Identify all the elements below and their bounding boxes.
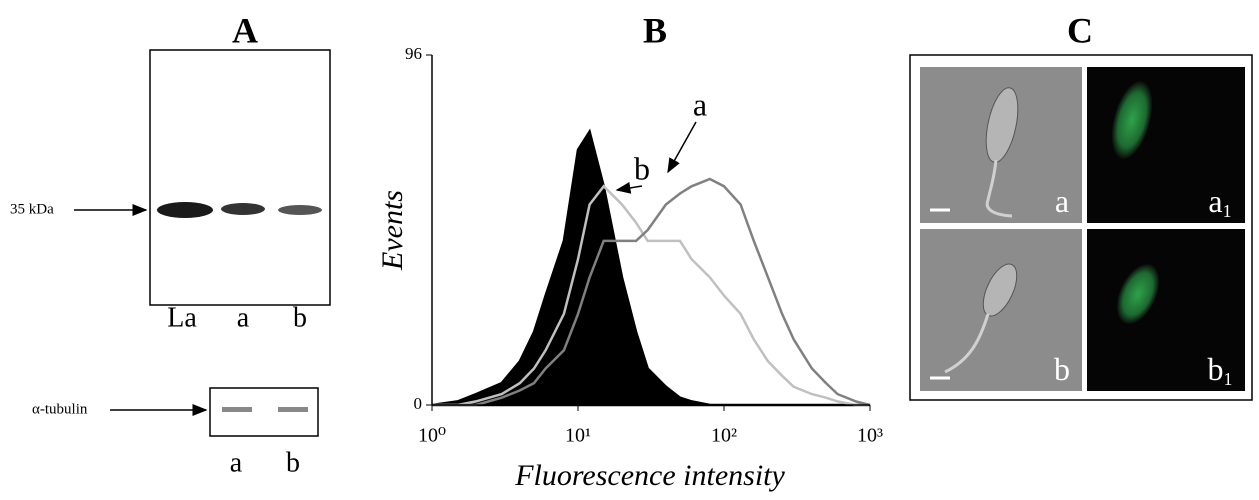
image-label: a (1055, 183, 1069, 219)
area (431, 128, 870, 407)
annotation: a (693, 86, 707, 122)
image-label: b1 (1208, 351, 1233, 389)
y-tick-label: 96 (405, 44, 422, 63)
panel-title: A (232, 10, 258, 50)
x-axis-label: Fluorescence intensity (514, 459, 785, 492)
band (278, 205, 322, 215)
panel-title: C (1067, 10, 1093, 50)
lane-label: b (286, 447, 300, 478)
fluorescence (1111, 81, 1153, 159)
image-label-letter: b (1208, 351, 1224, 387)
x-tick-label: 10⁰ (418, 425, 446, 447)
image-label-subscript: 1 (1224, 369, 1233, 389)
image-label-letter: a (1055, 183, 1069, 219)
line (432, 177, 871, 407)
y-tick-label: 0 (414, 394, 423, 413)
marker-label: α-tubulin (32, 401, 88, 417)
line (432, 184, 870, 407)
panel-title: B (643, 10, 667, 50)
image-label: b (1054, 351, 1070, 387)
fluorescence-image (1087, 229, 1245, 391)
plot: 0 96 10⁰ 10¹ 10² 10³ b a (405, 44, 883, 447)
image-label-letter: a (1208, 183, 1222, 219)
lane-label: a (230, 447, 243, 478)
blot-frame (149, 49, 331, 306)
lane-label: b (293, 302, 307, 333)
band (157, 202, 213, 218)
flagellum (985, 159, 1013, 218)
flagellum (944, 313, 990, 374)
image-label-letter: b (1054, 351, 1070, 387)
x-tick-label: 10¹ (565, 425, 591, 447)
annotation-arrow (667, 121, 697, 174)
annotation: b (634, 150, 650, 186)
annotation-arrow (615, 181, 643, 194)
image-label: a1 (1208, 183, 1231, 221)
lane-label: La (167, 302, 197, 333)
fluorescence (1116, 264, 1160, 324)
image-label-subscript: 1 (1223, 201, 1232, 221)
band (222, 407, 252, 412)
x-tick-label: 10² (711, 425, 737, 447)
x-tick-label: 10³ (857, 425, 883, 447)
y-axis-label: Events (376, 190, 409, 271)
cell (985, 87, 1019, 163)
band (221, 203, 265, 215)
image-labels: a a1b b1 (1054, 183, 1233, 389)
lane-label: a (237, 302, 250, 333)
band (278, 407, 308, 412)
marker-label: 35 kDa (10, 201, 54, 217)
